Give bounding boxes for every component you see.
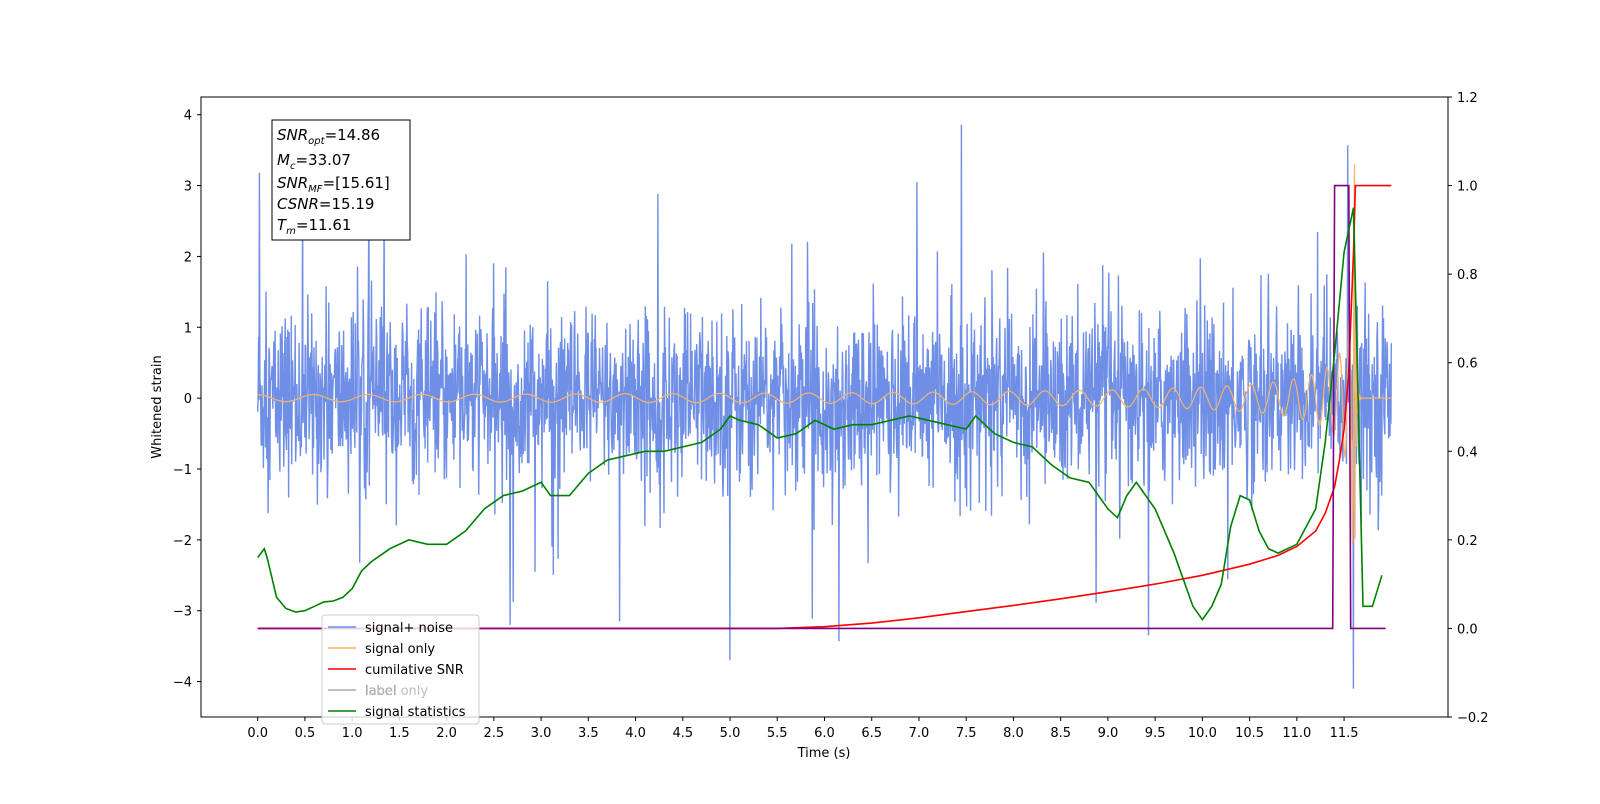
x-tick-label: 2.0 [436, 726, 457, 741]
x-tick-label: 2.5 [484, 726, 505, 741]
x-tick-label: 11.0 [1282, 726, 1311, 741]
series-signal-only-line [257, 164, 1392, 545]
info-line: CSNR=15.19 [277, 195, 374, 213]
x-tick-label: 5.5 [767, 726, 788, 741]
y2-tick-label: 0.4 [1457, 445, 1478, 460]
legend-label: cumilative SNR [365, 663, 464, 678]
legend-label: signal only [365, 642, 435, 657]
x-tick-label: 3.5 [578, 726, 599, 741]
info-box-frame [271, 119, 411, 241]
x-tick-label: 0.0 [247, 726, 268, 741]
series-cumulative-snr-line [257, 184, 1392, 630]
y2-tick-label: −0.2 [1457, 711, 1489, 726]
legend-label: signal statistics [365, 705, 466, 720]
x-tick-label: 8.0 [1003, 726, 1024, 741]
x-axis-label: Time (s) [797, 746, 851, 761]
y-axis-left: −4 −3 −2 −1 0 1 2 3 4 [173, 109, 201, 691]
info-line: Mc=33.07 [277, 151, 351, 172]
legend: signal+ noise signal only cumilative SNR la… [321, 614, 480, 725]
legend-label: label [365, 684, 396, 699]
x-tick-label: 8.5 [1050, 726, 1071, 741]
x-tick-label: 7.0 [909, 726, 930, 741]
x-tick-label: 11.5 [1330, 726, 1359, 741]
legend-label: signal+ noise [365, 621, 453, 636]
x-tick-label: 1.0 [342, 726, 363, 741]
info-line: SNRMF=[15.61] [277, 174, 390, 195]
y-tick-label: 0 [184, 392, 192, 407]
legend-label: label only [365, 684, 428, 699]
series-label-line [257, 184, 1386, 630]
x-tick-label: 9.0 [1098, 726, 1119, 741]
x-tick-label: 1.5 [389, 726, 410, 741]
x-tick-label: 0.5 [295, 726, 316, 741]
x-tick-label: 10.5 [1235, 726, 1264, 741]
plot-area [257, 124, 1392, 689]
y2-tick-label: 0.6 [1457, 357, 1478, 372]
info-line: SNRopt=14.86 [277, 126, 380, 147]
y-tick-label: 2 [184, 250, 192, 265]
legend-frame [321, 614, 480, 725]
y2-tick-label: 1.2 [1457, 91, 1478, 106]
y-tick-label: −2 [173, 534, 192, 549]
y-axis-label: Whitened strain [150, 355, 165, 458]
x-tick-label: 3.0 [531, 726, 552, 741]
x-tick-label: 4.5 [672, 726, 693, 741]
y-tick-label: −3 [173, 605, 192, 620]
x-tick-label: 6.5 [861, 726, 882, 741]
y2-tick-label: 0.0 [1457, 622, 1478, 637]
x-tick-label: 7.5 [956, 726, 977, 741]
x-tick-label: 5.0 [720, 726, 741, 741]
series-signal-statistics-line [257, 207, 1383, 621]
info-box: SNRopt=14.86 Mc=33.07SNRMF=[15.61]CSNR=15… [271, 119, 411, 241]
y2-tick-label: 0.2 [1457, 534, 1478, 549]
y-axis-right: −0.2 0.0 0.2 0.4 0.6 0.8 1.0 1.2 [1448, 91, 1489, 726]
x-tick-label: 9.5 [1145, 726, 1166, 741]
info-line: Tm=11.61 [277, 216, 351, 237]
y-tick-label: −4 [173, 676, 192, 691]
y-tick-label: 3 [184, 180, 192, 195]
y-tick-label: 1 [184, 321, 192, 336]
y2-tick-label: 0.8 [1457, 268, 1478, 283]
x-tick-label: 6.0 [814, 726, 835, 741]
y-tick-label: −1 [173, 463, 192, 478]
x-tick-label: 10.0 [1188, 726, 1217, 741]
y2-tick-label: 1.0 [1457, 180, 1478, 195]
x-tick-label: 4.0 [625, 726, 646, 741]
x-axis: 0.0 0.5 1.0 1.5 2.0 2.5 3.0 3.5 4.0 4.5 5.0 5.5 6.0 6… [247, 717, 1359, 741]
series-signal-noise-line [257, 124, 1392, 689]
y-tick-label: 4 [184, 109, 192, 124]
